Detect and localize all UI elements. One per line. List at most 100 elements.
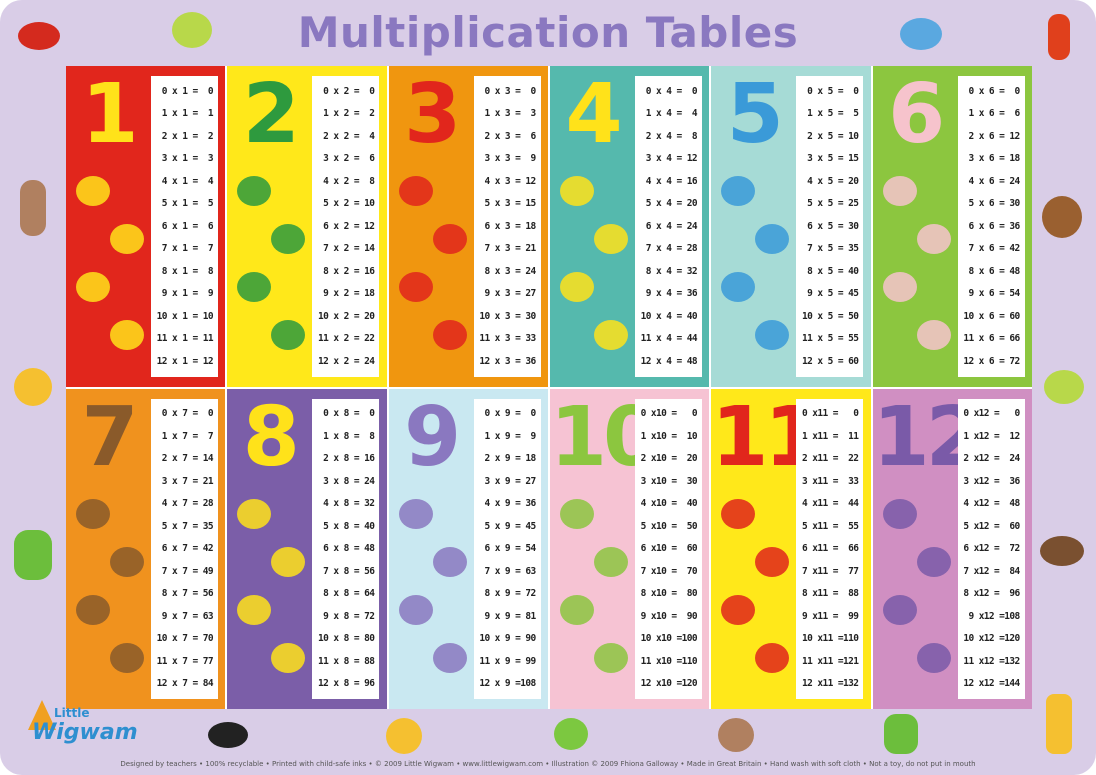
table-row: 8 x 9 = 72 <box>484 588 536 600</box>
table-row: 6 x11 = 66 <box>802 543 859 555</box>
table-row: 4 x 6 = 24 <box>968 175 1020 187</box>
tables-grid: 1 0 x 1 = 0 1 x 1 = 1 2 x 1 = 2 3 x 1 = 3 4 x… <box>66 66 1032 709</box>
table-row: 12 x12 =144 <box>963 678 1020 690</box>
butterfly-illustration <box>271 546 306 577</box>
table-row: 4 x 5 = 20 <box>807 175 859 187</box>
table-row: 3 x 2 = 6 <box>323 153 375 165</box>
lion-illustration <box>559 176 594 206</box>
table-row: 10 x 5 = 50 <box>802 310 859 322</box>
table-panel-4: 4 0 x 4 = 0 1 x 4 = 4 2 x 4 = 8 3 x 4 = 12 4 … <box>549 66 710 387</box>
seahorse-illustration <box>755 320 790 350</box>
giraffe-illustration <box>110 320 144 350</box>
seahorse-illustration <box>721 272 756 302</box>
frog-illustration <box>398 594 433 625</box>
table-panel-12: 12 0 x12 = 0 1 x12 = 12 2 x12 = 24 3 x12 = 3… <box>872 388 1032 709</box>
table-row: 1 x 3 = 3 <box>484 108 536 120</box>
dinosaur-illustration <box>237 272 272 302</box>
table-row: 10 x10 =100 <box>640 633 698 645</box>
table-row: 0 x 9 = 0 <box>484 408 536 420</box>
ladybird-illustration <box>721 594 756 625</box>
table-number: 4 <box>565 67 622 162</box>
table-row: 12 x11 =132 <box>802 678 859 690</box>
monkey-illustration <box>432 224 467 254</box>
table-number: 12 <box>872 389 983 485</box>
table-row: 7 x12 = 84 <box>963 565 1020 577</box>
table-panel-3: 3 0 x 3 = 0 1 x 3 = 3 2 x 3 = 6 3 x 3 = 9 4 x… <box>388 66 548 387</box>
table-row: 0 x 2 = 0 <box>323 85 375 97</box>
rabbit-illustration <box>916 224 951 254</box>
table-row: 11 x11 =121 <box>802 655 859 667</box>
monkey-illustration <box>398 272 433 302</box>
ant-illustration <box>882 498 917 529</box>
times-table: 0 x11 = 0 1 x11 = 11 2 x11 = 22 3 x11 = 33 4… <box>796 398 864 699</box>
table-number: 5 <box>726 67 784 162</box>
table-row: 7 x 3 = 21 <box>484 243 536 255</box>
hedgehog-illustration <box>76 594 110 625</box>
table-row: 2 x 8 = 16 <box>323 453 375 465</box>
table-row: 8 x11 = 88 <box>802 588 859 600</box>
table-row: 2 x 9 = 18 <box>484 453 536 465</box>
seahorse-illustration <box>1048 14 1070 60</box>
snail-illustration <box>559 498 594 529</box>
table-row: 2 x 5 = 10 <box>807 130 859 142</box>
table-row: 6 x 6 = 36 <box>968 220 1020 232</box>
table-row: 3 x 5 = 15 <box>807 153 859 165</box>
table-row: 11 x 1 = 11 <box>156 333 214 345</box>
table-row: 8 x12 = 96 <box>963 588 1020 600</box>
table-number: 7 <box>81 389 138 485</box>
table-row: 10 x 7 = 70 <box>156 633 214 645</box>
table-row: 3 x12 = 36 <box>963 475 1020 487</box>
table-row: 0 x 3 = 0 <box>484 85 536 97</box>
times-table: 0 x 3 = 0 1 x 3 = 3 2 x 3 = 6 3 x 3 = 9 4 x … <box>473 76 541 377</box>
table-row: 1 x 2 = 2 <box>323 108 375 120</box>
table-row: 5 x 7 = 35 <box>161 520 214 532</box>
rabbit-illustration <box>882 272 917 302</box>
table-row: 12 x 1 = 12 <box>156 355 214 367</box>
table-row: 11 x 4 = 44 <box>640 333 698 345</box>
table-row: 4 x 8 = 32 <box>323 498 375 510</box>
table-row: 2 x 1 = 2 <box>161 130 214 142</box>
table-row: 3 x 6 = 18 <box>968 153 1020 165</box>
times-table: 0 x10 = 0 1 x10 = 10 2 x10 = 20 3 x10 = 30 4… <box>634 398 702 699</box>
table-row: 12 x 5 = 60 <box>802 355 859 367</box>
table-row: 4 x12 = 48 <box>963 498 1020 510</box>
table-row: 8 x 8 = 64 <box>323 588 375 600</box>
giraffe-illustration <box>110 224 144 254</box>
table-panel-5: 5 0 x 5 = 0 1 x 5 = 5 2 x 5 = 10 3 x 5 = 15 4… <box>711 66 871 387</box>
table-row: 1 x 8 = 8 <box>323 430 375 442</box>
table-row: 0 x10 = 0 <box>640 408 698 420</box>
times-table: 0 x 2 = 0 1 x 2 = 2 2 x 2 = 4 3 x 2 = 6 4 x … <box>312 76 380 377</box>
table-row: 12 x 3 = 36 <box>479 355 536 367</box>
table-row: 2 x 2 = 4 <box>323 130 375 142</box>
page-title: Multiplication Tables <box>297 8 799 57</box>
giraffe-illustration <box>1046 694 1072 754</box>
table-row: 1 x 5 = 5 <box>807 108 859 120</box>
table-panel-10: 10 0 x10 = 0 1 x10 = 10 2 x10 = 20 3 x10 = 3… <box>549 388 710 709</box>
table-row: 3 x 7 = 21 <box>161 475 214 487</box>
table-number: 10 <box>549 389 660 485</box>
table-row: 3 x 1 = 3 <box>161 153 214 165</box>
table-row: 1 x 4 = 4 <box>645 108 698 120</box>
frog-illustration <box>398 498 433 529</box>
monkey-illustration <box>432 320 467 350</box>
table-row: 5 x 6 = 30 <box>968 198 1020 210</box>
table-row: 1 x 7 = 7 <box>161 430 214 442</box>
lion-illustration <box>559 272 594 302</box>
table-number: 9 <box>404 389 461 485</box>
table-row: 9 x10 = 90 <box>640 610 698 622</box>
table-row: 5 x 1 = 5 <box>161 198 214 210</box>
table-row: 4 x10 = 40 <box>640 498 698 510</box>
snail-illustration <box>593 546 628 577</box>
hedgehog-illustration <box>110 546 144 577</box>
ladybird-illustration <box>18 22 60 50</box>
table-row: 7 x 5 = 35 <box>807 243 859 255</box>
table-row: 0 x 4 = 0 <box>645 85 698 97</box>
table-row: 9 x12 =108 <box>968 610 1020 622</box>
table-row: 1 x 6 = 6 <box>968 108 1020 120</box>
table-row: 10 x12 =120 <box>963 633 1020 645</box>
table-row: 4 x 4 = 16 <box>645 175 698 187</box>
table-row: 8 x 1 = 8 <box>161 265 214 277</box>
table-row: 1 x11 = 11 <box>802 430 859 442</box>
footer-text: Designed by teachers • 100% recyclable •… <box>120 760 976 768</box>
table-row: 9 x 2 = 18 <box>323 288 375 300</box>
